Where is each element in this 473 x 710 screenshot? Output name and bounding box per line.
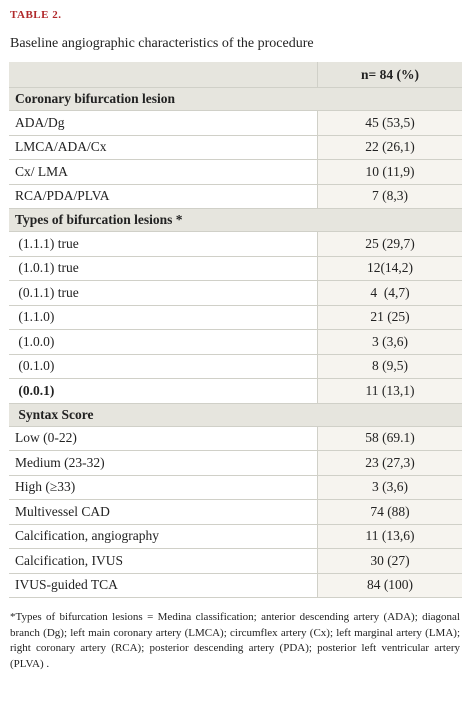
table-row: Calcification, angiography 11 (13,6) — [9, 524, 462, 549]
row-label: Low (0-22) — [9, 426, 318, 451]
row-label: (1.0.0) — [9, 329, 318, 355]
table-row: (1.1.0) 21 (25) — [9, 305, 462, 330]
row-value: 11 (13,6) — [317, 524, 462, 549]
row-value: 12(14,2) — [317, 256, 462, 281]
row-label: Calcification, IVUS — [9, 548, 318, 574]
row-value: 7 (8,3) — [317, 184, 462, 209]
row-label: (1.1.0) — [9, 305, 318, 330]
row-value: 22 (26,1) — [317, 135, 462, 160]
footnote: *Types of bifurcation lesions = Medina c… — [10, 611, 460, 670]
row-value: 10 (11,9) — [317, 159, 462, 185]
column-header: n= 84 (%) — [317, 62, 462, 88]
row-value: 74 (88) — [317, 499, 462, 525]
row-value: 3 (3,6) — [317, 475, 462, 500]
table-row: RCA/PDA/PLVA 7 (8,3) — [9, 184, 462, 209]
section-row: Types of bifurcation lesions * — [9, 208, 462, 232]
section-title: Types of bifurcation lesions * — [9, 208, 462, 232]
row-value: 4 (4,7) — [317, 280, 462, 306]
header-row: n= 84 (%) — [9, 62, 462, 88]
row-label: (1.1.1) true — [9, 231, 318, 257]
table-row: LMCA/ADA/Cx 22 (26,1) — [9, 135, 462, 160]
table-row: (0.0.1) 11 (13,1) — [9, 378, 462, 404]
table-row: IVUS-guided TCA 84 (100) — [9, 573, 462, 598]
row-value: 8 (9,5) — [317, 354, 462, 379]
table-row: (1.1.1) true 25 (29,7) — [9, 231, 462, 257]
table-row: (1.0.1) true 12(14,2) — [9, 256, 462, 281]
table-row: (0.1.0) 8 (9,5) — [9, 354, 462, 379]
section-row: Coronary bifurcation lesion — [9, 87, 462, 111]
row-value: 23 (27,3) — [317, 450, 462, 476]
row-label: Calcification, angiography — [9, 524, 318, 549]
row-label: ADA/Dg — [9, 110, 318, 136]
row-label: Multivessel CAD — [9, 499, 318, 525]
table-row: ADA/Dg 45 (53,5) — [9, 110, 462, 136]
row-label: Medium (23-32) — [9, 450, 318, 476]
row-value: 84 (100) — [317, 573, 462, 598]
table-row: High (≥33) 3 (3,6) — [9, 475, 462, 500]
section-row: Syntax Score — [9, 403, 462, 427]
data-table: n= 84 (%) Coronary bifurcation lesion ADA/… — [9, 62, 462, 598]
header-cell — [9, 62, 318, 88]
row-label: (0.1.0) — [9, 354, 318, 379]
table-label: TABLE 2. — [10, 9, 62, 21]
table-row: Calcification, IVUS 30 (27) — [9, 548, 462, 574]
table-row: Cx/ LMA 10 (11,9) — [9, 159, 462, 185]
section-title: Coronary bifurcation lesion — [9, 87, 462, 111]
table-row: Low (0-22) 58 (69.1) — [9, 426, 462, 451]
table-caption: Baseline angiographic characteristics of… — [10, 36, 314, 51]
row-label: IVUS-guided TCA — [9, 573, 318, 598]
row-value: 25 (29,7) — [317, 231, 462, 257]
row-label: High (≥33) — [9, 475, 318, 500]
table-row: (1.0.0) 3 (3,6) — [9, 329, 462, 355]
section-title: Syntax Score — [9, 403, 462, 427]
table-row: Multivessel CAD 74 (88) — [9, 499, 462, 525]
row-label: RCA/PDA/PLVA — [9, 184, 318, 209]
row-label: LMCA/ADA/Cx — [9, 135, 318, 160]
row-label: Cx/ LMA — [9, 159, 318, 185]
row-label: (1.0.1) true — [9, 256, 318, 281]
row-value: 58 (69.1) — [317, 426, 462, 451]
row-label: (0.1.1) true — [9, 280, 318, 306]
row-value: 3 (3,6) — [317, 329, 462, 355]
row-value: 30 (27) — [317, 548, 462, 574]
table-row: (0.1.1) true 4 (4,7) — [9, 280, 462, 306]
row-value: 11 (13,1) — [317, 378, 462, 404]
row-value: 45 (53,5) — [317, 110, 462, 136]
row-value: 21 (25) — [317, 305, 462, 330]
row-label: (0.0.1) — [9, 378, 318, 404]
table-row: Medium (23-32) 23 (27,3) — [9, 450, 462, 476]
